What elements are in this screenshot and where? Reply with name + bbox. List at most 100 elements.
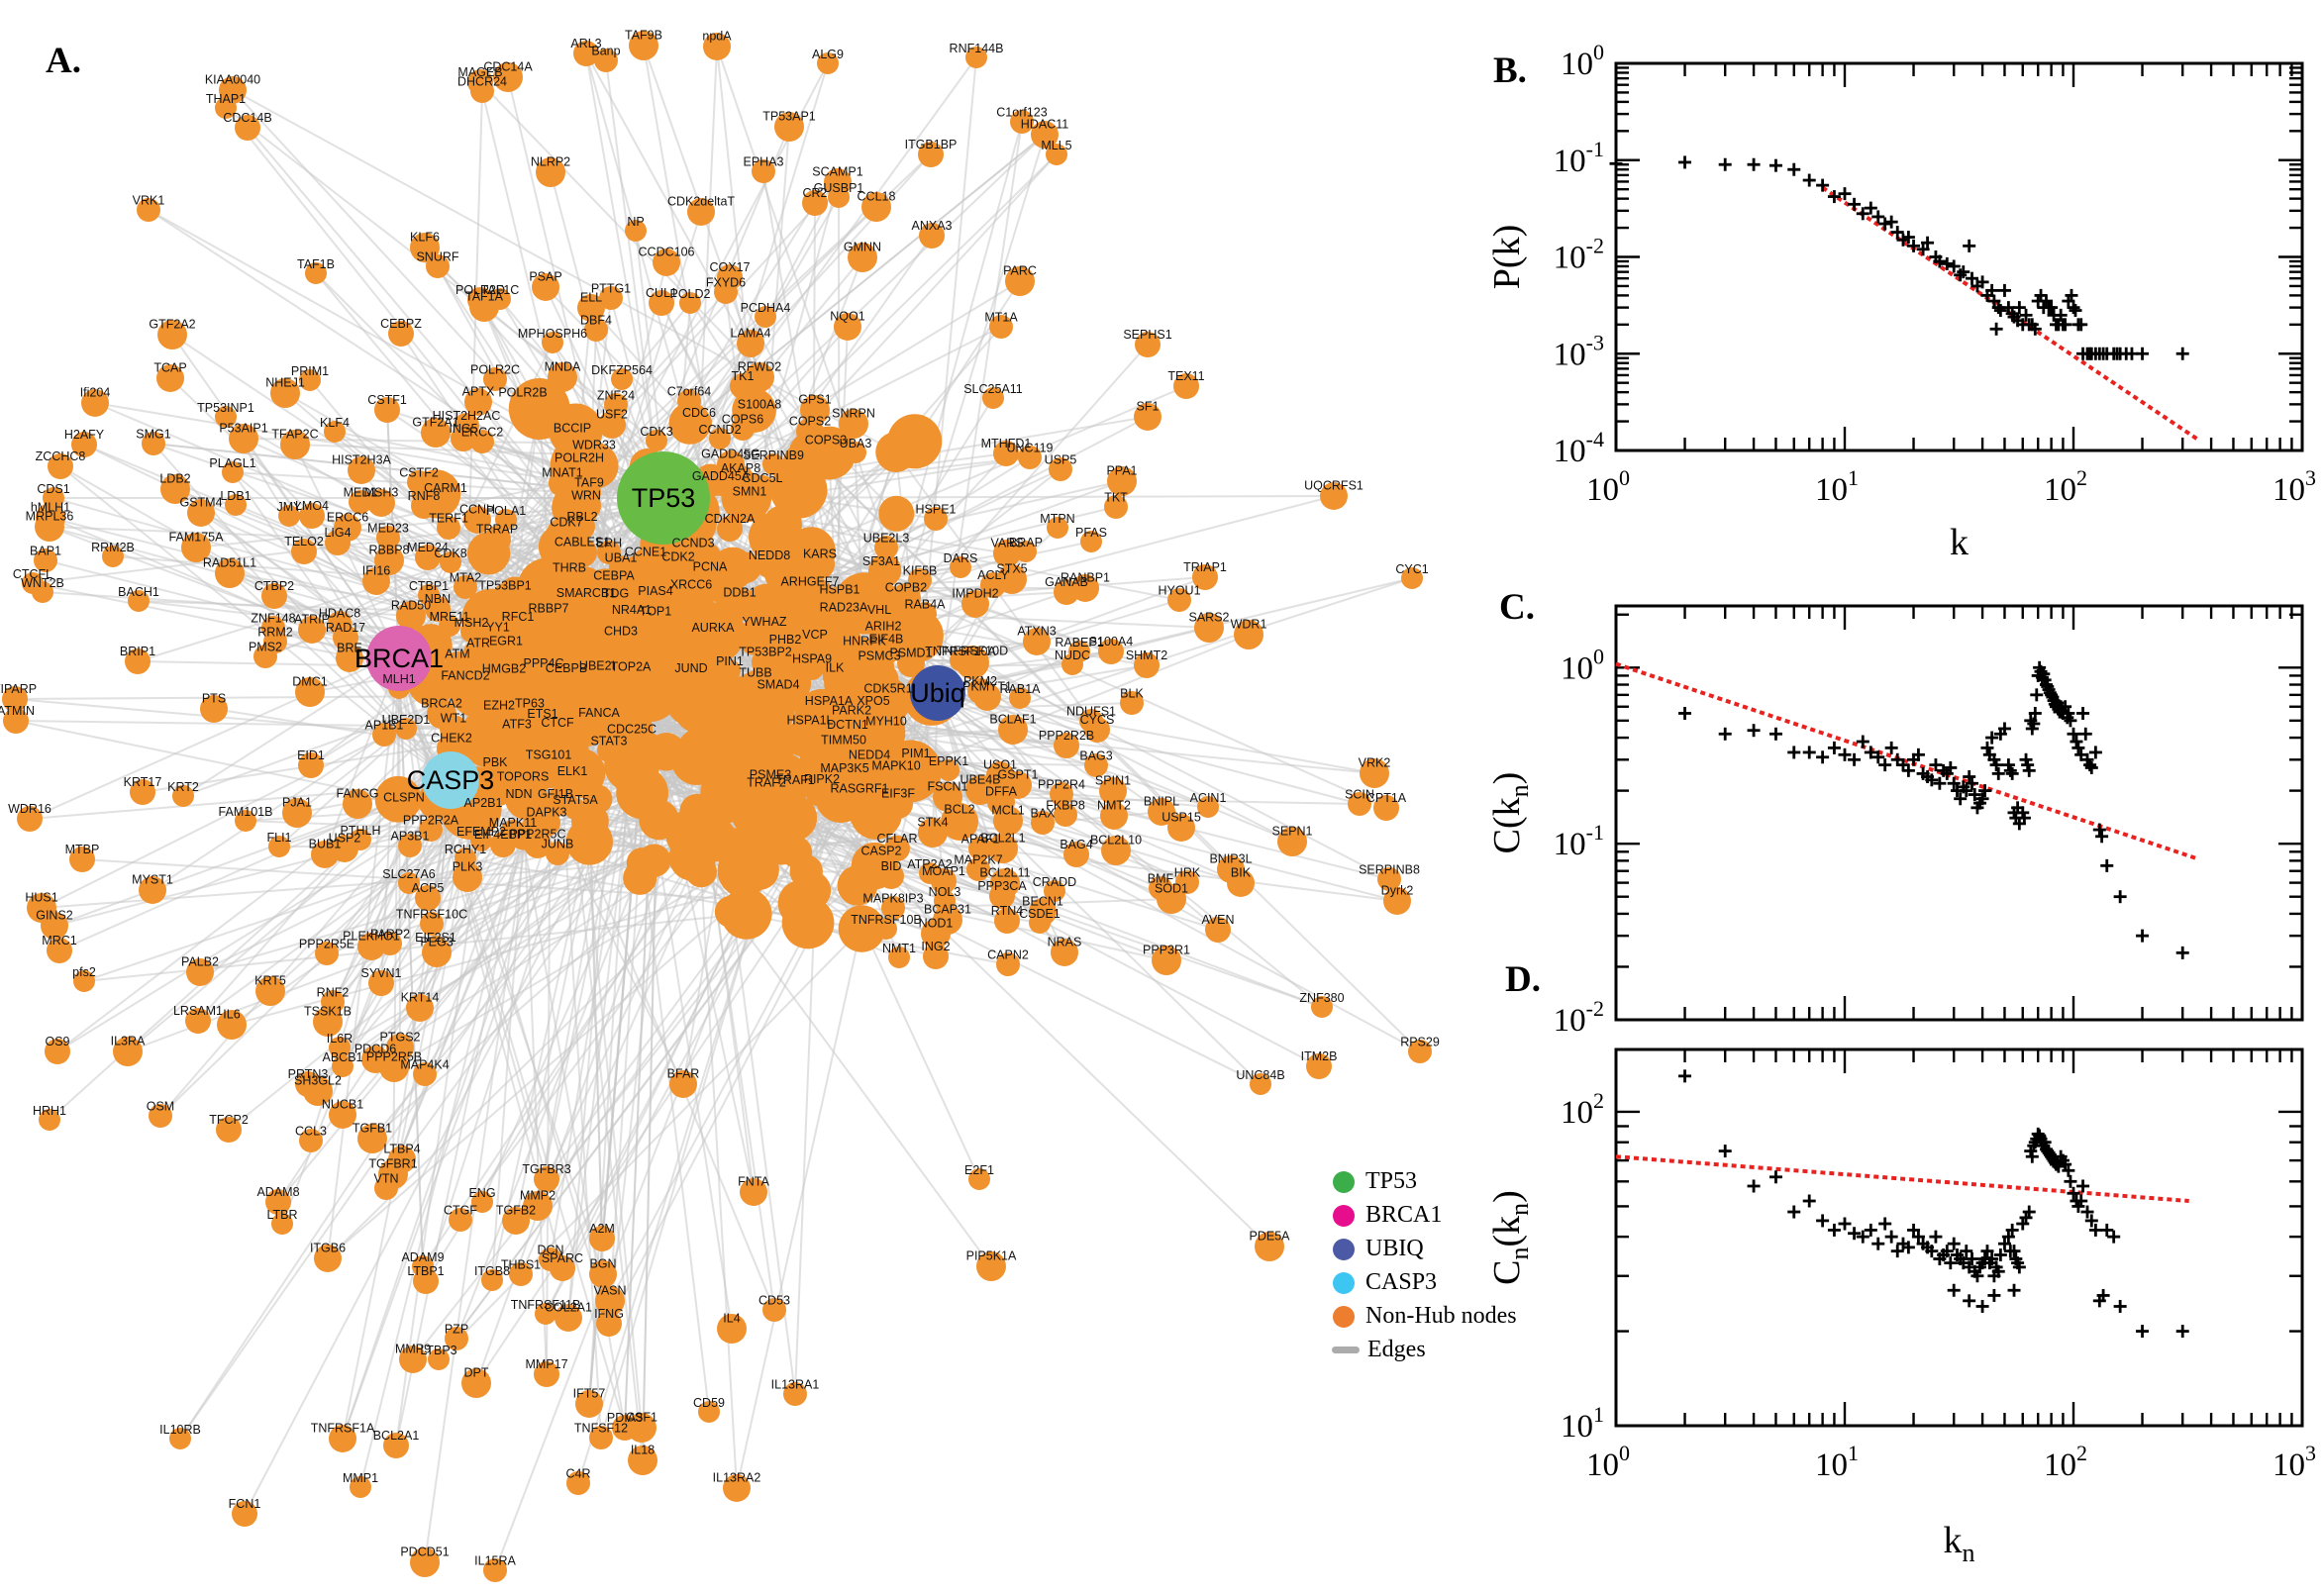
network-node-label: PCDHA4 — [741, 301, 791, 315]
svg-text:101: 101 — [1561, 1402, 1604, 1445]
network-node-label: H2AFY — [64, 428, 105, 442]
network-node — [1173, 373, 1199, 399]
network-node — [407, 470, 431, 494]
network-node-label: C4R — [565, 1467, 590, 1481]
network-node — [1054, 579, 1079, 605]
network-node-label: CCL3 — [295, 1125, 327, 1139]
network-node-label: CTCF — [541, 716, 574, 730]
network-node-label: UBE2I — [579, 658, 615, 672]
network-node-label: APTX — [462, 385, 495, 399]
network-node — [921, 919, 951, 948]
network-node-label: LDB1 — [220, 489, 251, 503]
network-node-label: P53AIP1 — [219, 421, 267, 435]
network-node-label: HIST2H2AC — [433, 409, 501, 423]
network-node — [35, 512, 64, 542]
network-node — [343, 789, 372, 819]
network-node — [846, 785, 873, 813]
network-node-label: COPB2 — [885, 580, 927, 594]
network-node — [299, 1129, 323, 1152]
network-node-label: NOL3 — [929, 885, 961, 899]
network-node — [333, 625, 358, 650]
network-node-label: ADAM8 — [256, 1185, 299, 1199]
x-axis-title: kn — [1944, 1520, 1975, 1567]
network-node-label: CTCFL — [13, 567, 52, 581]
network-node-label: CCDC106 — [639, 246, 695, 259]
network-node — [1148, 798, 1175, 826]
network-node — [980, 572, 1006, 598]
network-node — [395, 718, 417, 740]
network-node — [1080, 531, 1102, 552]
network-node-label: WDR33 — [572, 438, 616, 451]
network-node — [783, 1382, 807, 1406]
network-node — [596, 1311, 622, 1337]
network-node-label: CDK5R1 — [863, 681, 912, 695]
network-node-label: HNRPK — [843, 635, 886, 648]
network-node-label: SLC25A11 — [963, 382, 1023, 396]
network-node-label: TIMM50 — [821, 734, 866, 748]
network-node — [1360, 758, 1389, 788]
svg-text:10-4: 10-4 — [1554, 427, 1604, 469]
network-node — [215, 406, 237, 428]
network-node — [47, 938, 72, 963]
network-node — [891, 583, 921, 613]
network-node — [938, 759, 960, 781]
network-node — [299, 369, 321, 391]
network-node-label: PDCD51 — [400, 1545, 449, 1558]
network-node — [350, 1476, 371, 1498]
network-node-label: MTHFD1 — [981, 437, 1032, 450]
network-node-label: TKT — [1104, 491, 1128, 505]
network-node — [755, 306, 776, 328]
network-node — [1152, 946, 1181, 975]
network-node-label: LAMA4 — [731, 327, 771, 341]
network-node-label: AP1B1 — [365, 719, 404, 733]
network-node — [629, 31, 658, 60]
network-node-label: SMAD4 — [757, 678, 799, 692]
network-node-label: USF2 — [596, 408, 628, 422]
network-node — [800, 395, 830, 425]
network-node-label: CTGF — [444, 1204, 477, 1218]
network-node — [994, 908, 1020, 934]
network-node-label: STK4 — [917, 815, 948, 829]
network-node — [965, 775, 995, 805]
network-node-label: RAD17 — [326, 621, 365, 635]
network-node — [976, 1251, 1006, 1281]
svg-text:101: 101 — [1815, 465, 1859, 508]
network-node-label: BGN — [589, 1257, 616, 1271]
network-node-label: BCL2L10 — [1090, 833, 1142, 847]
network-node — [748, 402, 771, 426]
network-node-label: TAF1A — [465, 289, 504, 303]
network-node — [17, 806, 43, 832]
network-node-label: CLSPN — [383, 791, 425, 805]
network-node — [398, 872, 420, 894]
network-node — [282, 798, 312, 828]
legend-item-label: UBIQ — [1365, 1236, 1424, 1261]
network-node-label: CYC1 — [1395, 562, 1428, 576]
svg-text:10-3: 10-3 — [1554, 330, 1604, 372]
network-node — [332, 1055, 354, 1077]
network-node — [1205, 917, 1231, 943]
network-node — [511, 390, 535, 414]
network-node-label: SHMT2 — [1126, 648, 1167, 662]
network-node-label: FXYD6 — [706, 276, 746, 290]
network-node — [422, 938, 452, 967]
network-node — [988, 834, 1018, 863]
network-node-label: LRSAM1 — [173, 1004, 223, 1018]
svg-text:10-2: 10-2 — [1554, 996, 1604, 1039]
network-node-label: NR4A1 — [612, 603, 652, 617]
network-node — [772, 637, 798, 662]
network-node — [830, 604, 858, 632]
network-node — [2, 686, 28, 712]
network-node — [566, 1471, 590, 1495]
svg-text:103: 103 — [2272, 465, 2316, 508]
network-node-label: TNFRSF10C — [396, 908, 467, 922]
network-node — [1227, 869, 1255, 897]
network-node — [482, 759, 508, 785]
data-points — [1678, 1069, 2189, 1339]
legend-color-dot — [1333, 1305, 1355, 1328]
network-node — [1084, 753, 1108, 777]
legend-item-label: TP53 — [1365, 1168, 1418, 1194]
network-node-label: ILK — [826, 661, 845, 675]
network-node — [464, 388, 492, 416]
network-node-label: MMP2 — [520, 1188, 556, 1202]
